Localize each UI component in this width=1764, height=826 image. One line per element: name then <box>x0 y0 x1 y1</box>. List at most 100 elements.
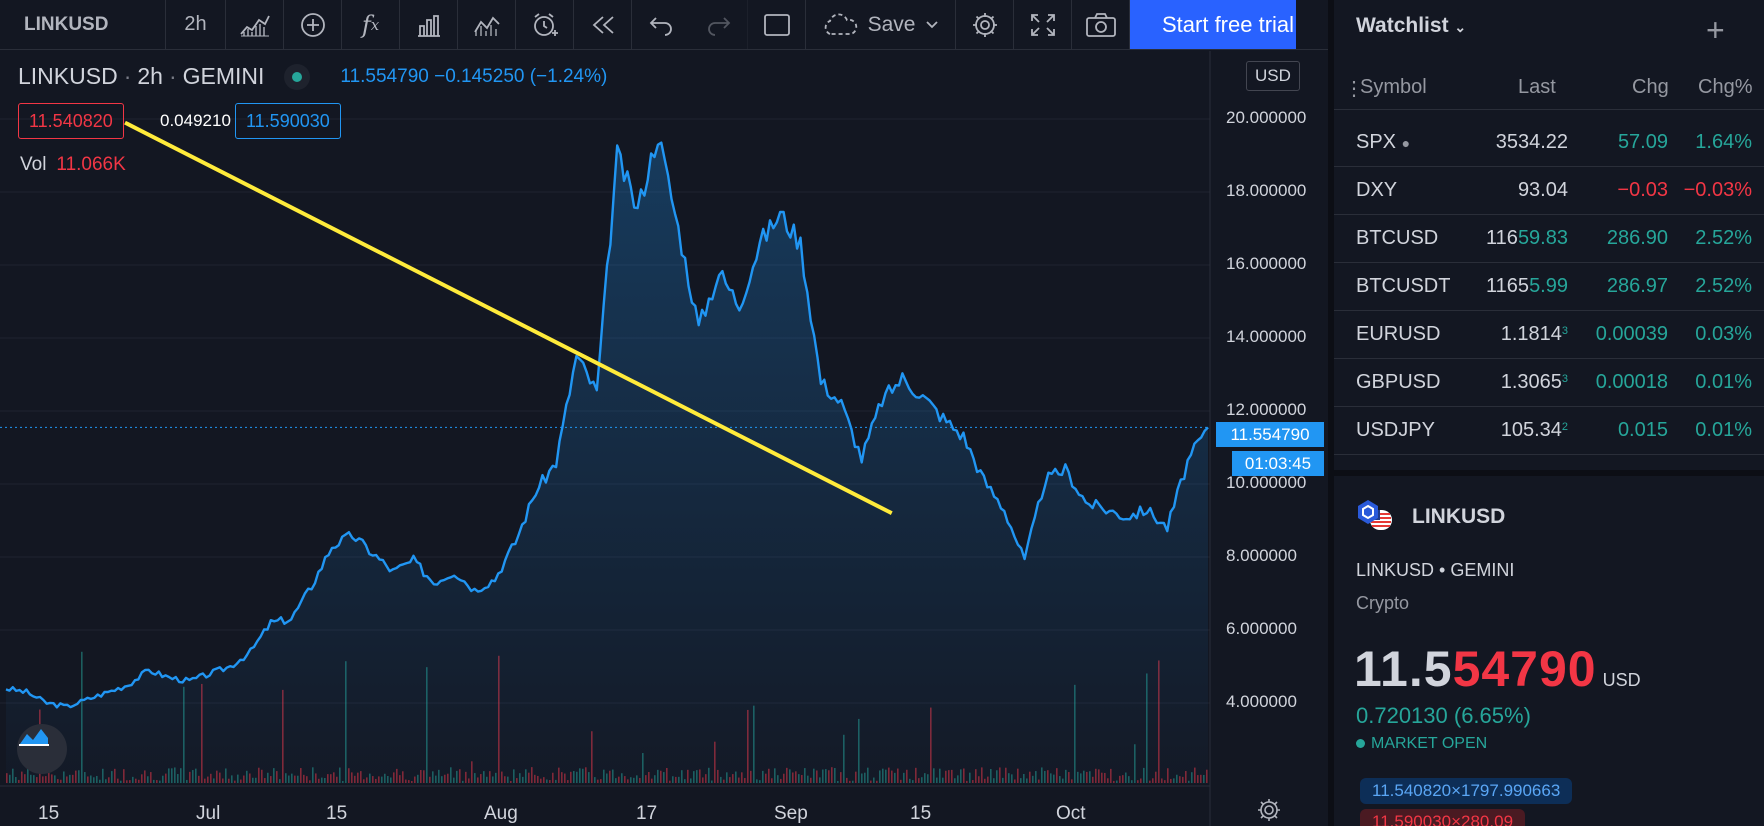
row-symbol-text: SPX <box>1356 131 1397 153</box>
row-chgp: 2.52% <box>1695 227 1752 249</box>
row-last-main: 116 <box>1486 227 1518 249</box>
row-chg: 57.09 <box>1617 131 1668 153</box>
add-symbol-icon[interactable]: + <box>1706 12 1725 48</box>
alert-clock-icon[interactable] <box>516 0 574 49</box>
watchlist-row[interactable]: BTCUSDT 11655.99 286.97 2.52% <box>1334 263 1764 311</box>
replay-icon[interactable] <box>574 0 632 49</box>
watchlist-row[interactable]: SPX ● 3534.22 57.09 1.64% <box>1334 119 1764 167</box>
status-dot-icon: ● <box>1401 135 1411 151</box>
row-chg: 286.97 <box>1606 275 1668 297</box>
column-chg[interactable]: Chg <box>1632 76 1669 98</box>
drag-handle-icon[interactable]: ⋮ <box>1344 78 1364 100</box>
chart-type-icon[interactable] <box>226 0 284 49</box>
row-last: 3534.22 <box>1495 131 1568 153</box>
row-chg: 0.00018 <box>1595 371 1668 393</box>
tradingview-logo-icon[interactable] <box>17 724 67 774</box>
bid-price-box[interactable]: 11.540820 <box>18 103 124 139</box>
undo-icon[interactable] <box>632 0 690 49</box>
row-symbol-text: DXY <box>1356 179 1398 201</box>
row-symbol[interactable]: DXY <box>1356 179 1397 202</box>
row-symbol-text: USDJPY <box>1356 419 1435 441</box>
detail-type: Crypto <box>1356 593 1410 613</box>
detail-price-main: 11.5 <box>1354 641 1453 697</box>
row-chgp: 2.52% <box>1695 275 1752 297</box>
row-symbol[interactable]: GBPUSD <box>1356 371 1440 394</box>
x-tick-label: Jul <box>196 803 221 824</box>
row-symbol-text: EURUSD <box>1356 323 1441 345</box>
layout-icon[interactable] <box>748 0 806 49</box>
templates-icon[interactable] <box>458 0 516 49</box>
row-chgp: 0.01% <box>1695 419 1752 441</box>
row-last-changed-digits: 59.83 <box>1517 227 1568 249</box>
row-chgp: −0.03% <box>1683 179 1752 201</box>
legend-sep: · <box>123 63 132 89</box>
fullscreen-icon[interactable] <box>1014 0 1072 49</box>
y-tick-label: 16.000000 <box>1226 254 1307 273</box>
row-symbol[interactable]: SPX ● <box>1356 131 1410 154</box>
watchlist-columns: ⋮ Symbol Last Chg Chg% <box>1334 66 1764 110</box>
camera-icon[interactable] <box>1072 0 1130 49</box>
x-tick-label: Oct <box>1056 803 1086 824</box>
financials-icon[interactable] <box>400 0 458 49</box>
panel-divider[interactable] <box>1328 0 1334 826</box>
chart-canvas[interactable] <box>0 51 1328 826</box>
crypto-flag-icon <box>1356 498 1396 534</box>
currency-badge[interactable]: USD <box>1246 61 1300 91</box>
start-free-trial-button[interactable]: Start free trial <box>1130 0 1296 49</box>
row-symbol[interactable]: BTCUSD <box>1356 227 1438 250</box>
row-last-main: 1.1814 <box>1500 323 1562 345</box>
ask-price-box[interactable]: 11.590030 <box>235 103 341 139</box>
detail-currency: USD <box>1602 670 1641 690</box>
watchlist-row[interactable]: BTCUSD 11659.83 286.90 2.52% <box>1334 215 1764 263</box>
interval-button[interactable]: 2h <box>166 0 226 49</box>
x-tick-label: 17 <box>636 803 658 824</box>
watchlist-row[interactable]: USDJPY 105.342 0.015 0.01% <box>1334 407 1764 455</box>
save-label: Save <box>867 12 916 36</box>
chart-legend: LINKUSD · 2h · GEMINI 11.554790 −0.145250 … <box>18 63 613 90</box>
market-status: MARKET OPEN <box>1356 735 1487 753</box>
cloud-icon <box>824 13 857 35</box>
row-last-cell: 3534.22 <box>1496 131 1568 154</box>
column-last[interactable]: Last <box>1518 76 1556 98</box>
row-last-cell: 11655.99 <box>1486 275 1568 298</box>
volume-label: Vol <box>20 154 47 175</box>
column-symbol[interactable]: Symbol <box>1360 76 1427 98</box>
row-last-cell: 1.30653 <box>1501 371 1568 394</box>
row-chg: −0.03 <box>1617 179 1668 201</box>
detail-exchange: LINKUSD • GEMINI <box>1356 560 1515 580</box>
y-tick-label: 6.000000 <box>1226 619 1297 638</box>
row-symbol[interactable]: BTCUSDT <box>1356 275 1450 298</box>
row-last-main: 105.34 <box>1500 419 1562 441</box>
compare-add-icon[interactable] <box>284 0 342 49</box>
row-chgp: 0.03% <box>1695 323 1752 345</box>
watchlist-row[interactable]: EURUSD 1.18143 0.00039 0.03% <box>1334 311 1764 359</box>
market-status-dot-icon <box>284 63 311 90</box>
watchlist-row[interactable]: GBPUSD 1.30653 0.00018 0.01% <box>1334 359 1764 407</box>
watchlist-title-button[interactable]: Watchlist ⌄ <box>1356 14 1466 38</box>
save-button[interactable]: Save <box>806 0 956 49</box>
y-tick-label: 8.000000 <box>1226 546 1297 565</box>
y-tick-label: 20.000000 <box>1226 108 1307 127</box>
last-price-tag: 11.554790 <box>1216 422 1324 447</box>
row-last: 93.04 <box>1517 179 1568 201</box>
row-last-cell: 93.04 <box>1518 179 1568 202</box>
bar-countdown-tag: 01:03:45 <box>1232 451 1324 476</box>
row-chg: 0.00039 <box>1595 323 1668 345</box>
y-tick-label: 14.000000 <box>1226 327 1307 346</box>
row-chg: 0.015 <box>1617 419 1668 441</box>
row-symbol[interactable]: EURUSD <box>1356 323 1440 346</box>
symbol-search-button[interactable]: LINKUSD <box>0 0 166 49</box>
watchlist-row[interactable]: DXY 93.04 −0.03 −0.03% <box>1334 167 1764 215</box>
row-last-main: 1165 <box>1486 275 1530 297</box>
detail-symbol-name[interactable]: LINKUSD <box>1412 505 1506 528</box>
row-last-pipette: 3 <box>1561 373 1568 385</box>
column-chgp[interactable]: Chg% <box>1698 76 1753 98</box>
settings-gear-icon[interactable] <box>956 0 1014 49</box>
row-symbol[interactable]: USDJPY <box>1356 419 1435 442</box>
price-chart[interactable]: LINKUSD · 2h · GEMINI 11.554790 −0.145250 … <box>0 51 1328 826</box>
ask-size-pill: 11.590030×280.09 <box>1360 809 1526 826</box>
chevron-down-icon <box>926 20 939 28</box>
row-chgp: 1.64% <box>1695 131 1752 153</box>
redo-icon[interactable] <box>690 0 748 49</box>
